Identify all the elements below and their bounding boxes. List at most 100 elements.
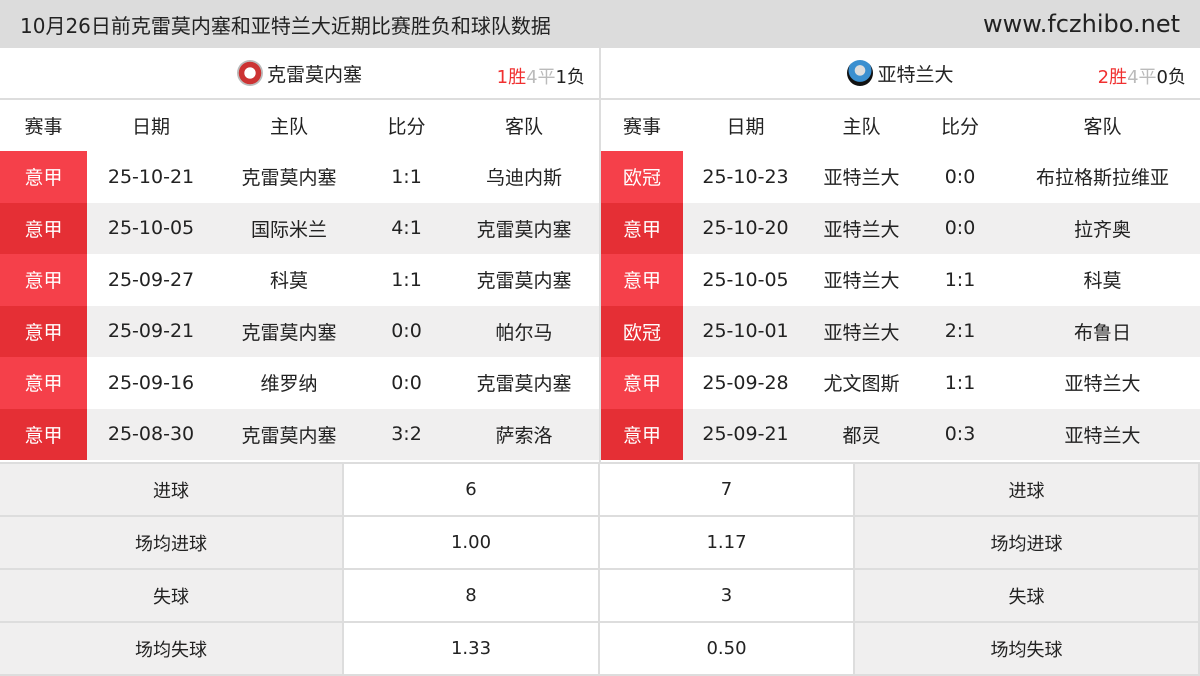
panel-divider <box>599 48 601 462</box>
draws: 4平 <box>526 67 556 88</box>
date: 25-10-21 <box>107 165 195 188</box>
away-team[interactable]: 科莫 <box>1083 270 1122 293</box>
away-team[interactable]: 克雷莫内塞 <box>476 270 572 293</box>
match-row[interactable]: 欧冠 25-10-23 亚特兰大 0:0 布拉格斯拉维亚 <box>601 151 1200 203</box>
draws: 4平 <box>1127 67 1157 88</box>
match-row[interactable]: 意甲 25-10-05 亚特兰大 1:1 科莫 <box>601 254 1200 306</box>
team-name[interactable]: 亚特兰大 <box>877 63 954 86</box>
competition-badge: 意甲 <box>0 151 87 203</box>
date: 25-09-21 <box>702 423 789 446</box>
home-team[interactable]: 克雷莫内塞 <box>241 424 337 447</box>
away-team[interactable]: 拉齐奥 <box>1073 218 1131 241</box>
match-row[interactable]: 意甲 25-10-21 克雷莫内塞 1:1 乌迪内斯 <box>0 151 599 203</box>
stat-label: 场均进球 <box>0 517 344 568</box>
home-team[interactable]: 亚特兰大 <box>823 167 900 190</box>
away-team[interactable]: 克雷莫内塞 <box>476 373 572 396</box>
match-row[interactable]: 意甲 25-09-27 科莫 1:1 克雷莫内塞 <box>0 254 599 306</box>
stat-label: 失球 <box>855 570 1200 621</box>
column-header-home-team: 主队 <box>842 116 881 138</box>
date: 25-10-05 <box>702 268 789 291</box>
home-team[interactable]: 亚特兰大 <box>823 321 900 344</box>
match-row[interactable]: 意甲 25-10-05 国际米兰 4:1 克雷莫内塞 <box>0 202 599 254</box>
home-team[interactable]: 亚特兰大 <box>823 218 900 241</box>
home-team[interactable]: 克雷莫内塞 <box>241 167 337 190</box>
right-stat-value: 0.50 <box>600 623 855 674</box>
competition-badge: 意甲 <box>0 202 87 254</box>
score: 0:0 <box>944 217 976 240</box>
score: 2:1 <box>944 320 976 343</box>
home-team[interactable]: 国际米兰 <box>250 218 327 241</box>
match-row[interactable]: 意甲 25-09-21 都灵 0:3 亚特兰大 <box>601 408 1200 460</box>
right-team-panel: 亚特兰大 2胜4平0负 赛事 日期 主队 比分 客队 欧冠 25-10-23 亚特兰大 0:0 布… <box>601 48 1200 462</box>
match-row[interactable]: 意甲 25-09-16 维罗纳 0:0 克雷莫内塞 <box>0 357 599 409</box>
wins: 2胜 <box>1097 67 1128 88</box>
stats-row: 进球 6 7 进球 <box>0 464 1200 517</box>
home-team[interactable]: 克雷莫内塞 <box>241 321 337 344</box>
competition-badge: 意甲 <box>0 254 87 306</box>
losses: 1负 <box>555 67 585 88</box>
score: 0:0 <box>391 371 422 394</box>
left-team-panel: 克雷莫内塞 1胜4平1负 赛事 日期 主队 比分 客队 意甲 25-10-21 克雷莫内塞 1:… <box>0 48 599 462</box>
column-header-competition: 赛事 <box>622 116 661 138</box>
match-row[interactable]: 意甲 25-08-30 克雷莫内塞 3:2 萨索洛 <box>0 408 599 460</box>
date: 25-09-16 <box>107 371 195 394</box>
competition-badge: 意甲 <box>601 254 683 306</box>
date: 25-08-30 <box>107 423 195 446</box>
site-url[interactable]: www.fczhibo.net <box>983 10 1180 38</box>
competition-badge: 意甲 <box>0 357 87 409</box>
home-team[interactable]: 维罗纳 <box>260 373 318 396</box>
away-team[interactable]: 布拉格斯拉维亚 <box>1035 167 1169 190</box>
competition-badge: 意甲 <box>601 202 683 254</box>
competition-badge: 意甲 <box>0 408 87 460</box>
away-team[interactable]: 亚特兰大 <box>1064 424 1141 447</box>
score: 3:2 <box>391 423 422 446</box>
date: 25-10-01 <box>702 320 789 343</box>
away-team[interactable]: 萨索洛 <box>495 424 553 447</box>
competition-badge: 意甲 <box>601 408 683 460</box>
match-row[interactable]: 意甲 25-09-28 尤文图斯 1:1 亚特兰大 <box>601 357 1200 409</box>
column-header-date: 日期 <box>726 116 765 138</box>
competition-badge: 欧冠 <box>601 151 683 203</box>
right-stat-value: 1.17 <box>600 517 855 568</box>
score: 4:1 <box>391 217 422 240</box>
column-header-date: 日期 <box>131 116 170 138</box>
team-record: 2胜4平0负 <box>1098 63 1186 89</box>
match-row[interactable]: 欧冠 25-10-01 亚特兰大 2:1 布鲁日 <box>601 305 1200 357</box>
stats-row: 失球 8 3 失球 <box>0 570 1200 623</box>
stats-row: 场均失球 1.33 0.50 场均失球 <box>0 623 1200 676</box>
away-team[interactable]: 乌迪内斯 <box>485 167 562 190</box>
column-header-row: 赛事 日期 主队 比分 客队 <box>601 100 1200 151</box>
home-team[interactable]: 尤文图斯 <box>823 373 900 396</box>
team-record: 1胜4平1负 <box>497 63 585 89</box>
team-name[interactable]: 克雷莫内塞 <box>266 63 362 86</box>
column-header-score: 比分 <box>387 116 426 138</box>
right-stat-value: 7 <box>600 464 855 515</box>
score: 0:0 <box>944 165 976 188</box>
home-team[interactable]: 都灵 <box>842 424 881 447</box>
match-row[interactable]: 意甲 25-10-20 亚特兰大 0:0 拉齐奥 <box>601 202 1200 254</box>
stat-label: 进球 <box>0 464 344 515</box>
left-stat-value: 6 <box>344 464 600 515</box>
title-bar: 10月26日前克雷莫内塞和亚特兰大近期比赛胜负和球队数据 www.fczhibo… <box>0 0 1200 48</box>
stats-row: 场均进球 1.00 1.17 场均进球 <box>0 517 1200 570</box>
away-team[interactable]: 克雷莫内塞 <box>476 218 572 241</box>
wins: 1胜 <box>496 67 527 88</box>
left-stat-value: 1.33 <box>344 623 600 674</box>
away-team[interactable]: 亚特兰大 <box>1064 373 1141 396</box>
stat-label: 失球 <box>0 570 344 621</box>
score: 0:3 <box>944 423 976 446</box>
away-team[interactable]: 帕尔马 <box>495 321 553 344</box>
competition-badge: 意甲 <box>601 357 683 409</box>
home-team[interactable]: 亚特兰大 <box>823 270 900 293</box>
home-team[interactable]: 科莫 <box>269 270 308 293</box>
match-row[interactable]: 意甲 25-09-21 克雷莫内塞 0:0 帕尔马 <box>0 305 599 357</box>
stat-label: 场均失球 <box>0 623 344 674</box>
date: 25-09-27 <box>107 268 195 291</box>
stat-label: 场均进球 <box>855 517 1200 568</box>
stat-label: 场均失球 <box>855 623 1200 674</box>
away-team[interactable]: 布鲁日 <box>1073 321 1131 344</box>
date: 25-09-28 <box>702 371 789 394</box>
date: 25-10-05 <box>107 217 195 240</box>
column-header-away-team: 客队 <box>504 116 543 138</box>
date: 25-09-21 <box>107 320 195 343</box>
